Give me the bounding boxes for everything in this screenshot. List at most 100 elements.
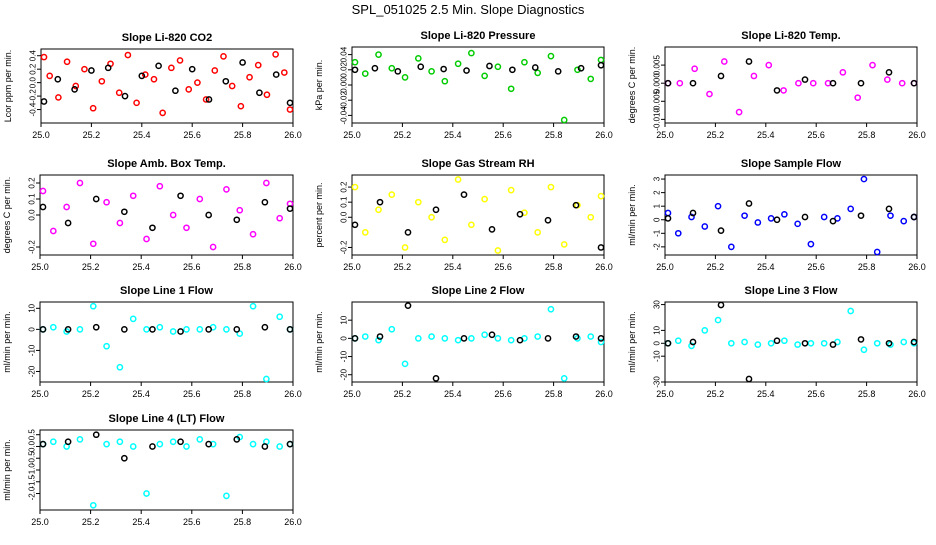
series-2-point [256,89,263,97]
x-tick-label: 25.8 [234,130,252,140]
series-1-point [807,339,815,347]
y-tick-label: -10 [340,350,349,362]
series-1-point [280,69,288,76]
series-1-point [183,224,190,232]
series-1-point [194,79,201,86]
x-tick-label: 25.0 [31,517,49,527]
series-2-point [233,436,241,443]
plot-frame [39,174,294,256]
series-2-point [39,326,47,333]
series-1-point [714,202,722,210]
series-1-point [55,94,62,101]
y-tick-label: 3 [653,176,662,181]
series-1-point [587,75,595,83]
series-2-point [120,454,128,462]
plot-frame [664,46,918,124]
series-1-point [223,186,230,193]
series-1-point [185,86,193,93]
series-1-point [794,220,801,228]
y-tick-label: -0.2 [28,240,37,254]
series-1-point [534,229,542,236]
series-2-point [138,72,146,80]
x-tick-label: 25.6 [494,389,512,399]
series-1-point [209,243,217,251]
series-1-point [249,440,257,448]
series-2-point [92,431,100,439]
series-1-point [39,187,47,195]
x-tick-label: 25.6 [183,517,201,527]
series-1-point [454,336,462,344]
series-2-point [233,326,241,333]
series-2-point [486,62,493,70]
series-1-point [156,323,164,331]
chart-title: Slope Line 2 Flow [432,285,525,297]
plot-frame [351,301,605,383]
series-2-point [39,203,47,211]
series-2-point [577,64,585,72]
series-1-point [202,96,210,103]
series-1-point [375,51,382,58]
x-tick-label: 25.4 [757,262,775,272]
series-2-point [149,326,156,333]
y-tick-label: 30 [653,300,662,309]
x-tick-label: 25.2 [82,389,100,399]
x-tick-label: 26.0 [595,389,613,399]
y-tick-label: -0.010 [653,107,662,130]
series-1-point [807,240,815,248]
series-2-point [885,339,893,347]
x-tick-label: 25.6 [807,262,825,272]
series-2-point [177,192,184,200]
series-2-point [404,229,412,236]
series-2-point [488,225,496,233]
series-2-point [272,71,280,78]
series-2-point [188,65,196,73]
series-1-point [169,211,177,219]
series-1-point [249,230,257,238]
series-1-point [820,339,828,347]
x-tick-label: 25.4 [132,389,150,399]
series-2-point [40,98,48,105]
y-tick-label: 0.0 [340,211,349,223]
y-tick-label: -10 [653,350,662,362]
series-2-point [597,335,605,342]
y-tick-label: 0 [653,217,662,222]
series-2-point [829,79,837,87]
series-1-point [388,64,396,72]
y-tick-label: -0.4 [29,102,38,116]
series-2-point [172,87,179,95]
chart-title: Slope Sample Flow [741,158,842,170]
y-tick-label: -0.04 [340,106,349,125]
chart-title: Slope Amb. Box Temp. [107,158,226,170]
series-1-point [46,72,54,80]
series-1-point [414,55,422,62]
series-1-point [597,192,605,200]
series-1-point [869,61,876,69]
series-1-point [103,342,110,350]
y-tick-label: 0.02 [340,61,349,77]
series-2-point [664,79,672,87]
series-1-point [741,338,748,346]
series-1-point [89,240,97,248]
series-1-point [254,61,262,69]
y-axis-label: ml/min per min. [314,311,324,373]
series-1-point [468,335,475,342]
series-2-point [717,227,725,234]
y-tick-label: 1 [653,203,662,208]
series-1-point [441,77,449,85]
y-tick-label: 0.0 [28,440,37,452]
y-tick-label: -0.005 [653,89,662,112]
series-2-point [286,326,294,333]
series-2-point [121,92,129,100]
series-2-point [54,75,62,83]
x-tick-label: 26.0 [908,262,926,272]
series-2-point [351,335,359,342]
series-1-point [401,360,409,368]
series-2-point [205,326,213,333]
series-2-point [910,79,918,87]
plot-frame [40,48,294,124]
series-1-point [263,91,271,99]
series-2-point [745,200,753,207]
series-1-point [116,438,124,446]
series-1-point [361,70,369,77]
